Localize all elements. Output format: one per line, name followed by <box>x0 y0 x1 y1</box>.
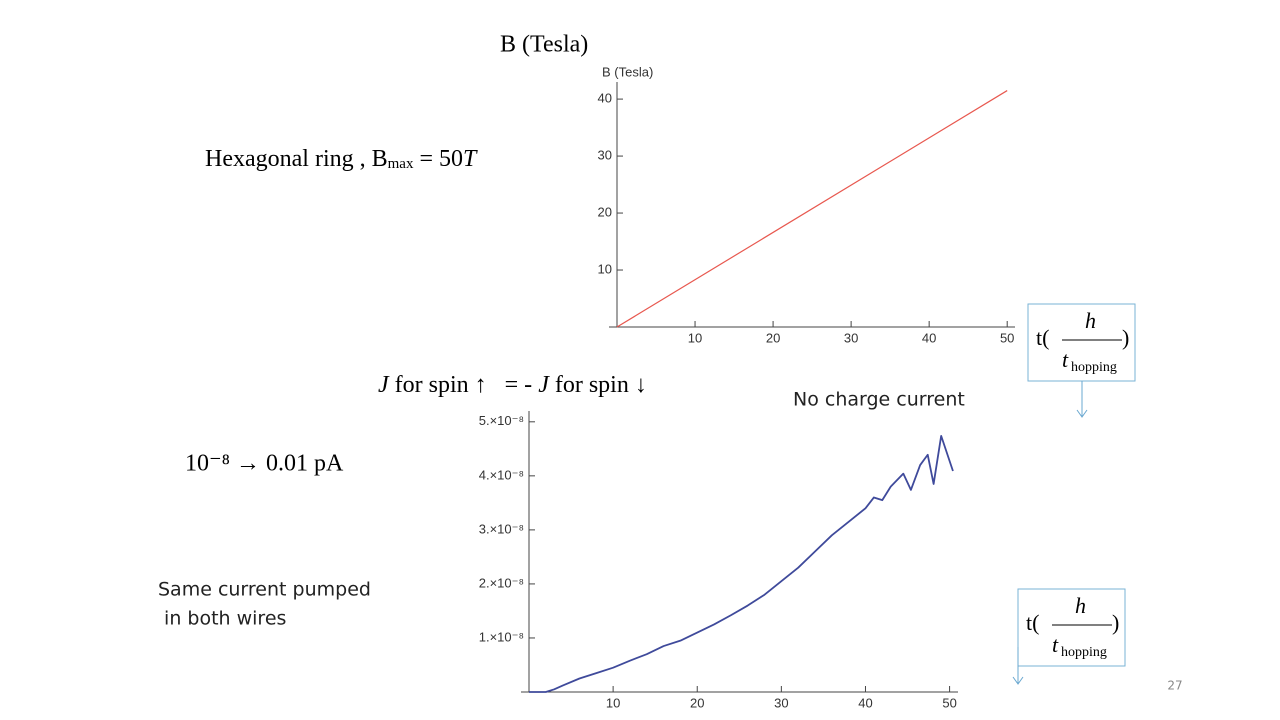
chart: 10 20 30 40 50 1.×10⁻⁸ 2.×10⁻⁸ 3.×10⁻⁸ 4.×10⁻⁸ 5.… <box>479 411 958 710</box>
box-t: t( <box>1026 610 1039 635</box>
formula-box: t( h t hopping ) <box>1027 303 1136 382</box>
y-tick-label: 3.×10⁻⁸ <box>479 521 524 536</box>
box <box>1027 303 1136 382</box>
y-tick-label: 5.×10⁻⁸ <box>479 413 524 428</box>
spin-end: for spin ↓ <box>549 372 647 398</box>
box-den-sub: hopping <box>1071 360 1117 375</box>
y-tick-label: 4.×10⁻⁸ <box>479 467 524 482</box>
y-tick-label: 20 <box>598 204 612 219</box>
hexagonal-ring: Hexagonal ring , Bmax = 50T <box>205 146 478 173</box>
x-tick-label: 40 <box>858 695 872 710</box>
series-line <box>529 434 954 693</box>
arrow-head <box>1076 409 1088 418</box>
box-den-t: t <box>1052 632 1059 657</box>
spin-j1: J <box>378 372 390 398</box>
arrow-head <box>1012 676 1024 685</box>
spin-equation: J for spin ↑ = - J for spin ↓ <box>378 372 647 398</box>
x-tick-label: 50 <box>942 695 956 710</box>
hex-sub: max <box>388 156 414 172</box>
x-tick-label: 10 <box>688 330 702 345</box>
hex-t: T <box>463 146 478 172</box>
b-title: B (Tesla) <box>500 32 588 58</box>
box-close: ) <box>1112 610 1119 635</box>
box-close: ) <box>1122 325 1129 350</box>
page-number: 27 <box>1167 679 1182 693</box>
x-tick-label: 20 <box>690 695 704 710</box>
y-axis-label: B (Tesla) <box>602 64 653 79</box>
same-current-line1: Same current pumped <box>158 579 371 601</box>
x-tick-label: 50 <box>1000 330 1014 345</box>
no-charge-current: No charge current <box>793 389 965 411</box>
box-h: h <box>1085 308 1096 333</box>
conversion: 10⁻⁸ → 0.01 pA <box>185 451 344 477</box>
hex-main: Hexagonal ring , B <box>205 146 388 172</box>
x-tick-label: 30 <box>844 330 858 345</box>
x-tick-label: 20 <box>766 330 780 345</box>
hex-eq: = 50 <box>413 146 463 172</box>
y-tick-label: 30 <box>598 148 612 163</box>
box-t: t( <box>1036 325 1049 350</box>
x-tick-label: 30 <box>774 695 788 710</box>
box-den-t: t <box>1062 347 1069 372</box>
box-den-sub: hopping <box>1061 645 1107 660</box>
x-tick-label: 40 <box>922 330 936 345</box>
box-h: h <box>1075 593 1086 618</box>
spin-j2: J <box>538 372 550 398</box>
box <box>1017 588 1126 667</box>
series-line <box>616 90 1008 328</box>
y-tick-label: 1.×10⁻⁸ <box>479 629 524 644</box>
y-tick-label: 2.×10⁻⁸ <box>479 575 524 590</box>
x-tick-label: 10 <box>606 695 620 710</box>
same-current-line2: in both wires <box>158 608 286 630</box>
spin-mid: for spin ↑ = - <box>389 372 539 398</box>
chart: 10 20 30 40 50 10 20 30 40 B (Tesla) <box>598 64 1015 345</box>
y-tick-label: 40 <box>598 91 612 106</box>
y-tick-label: 10 <box>598 261 612 276</box>
formula-box: t( h t hopping ) <box>1017 588 1126 667</box>
